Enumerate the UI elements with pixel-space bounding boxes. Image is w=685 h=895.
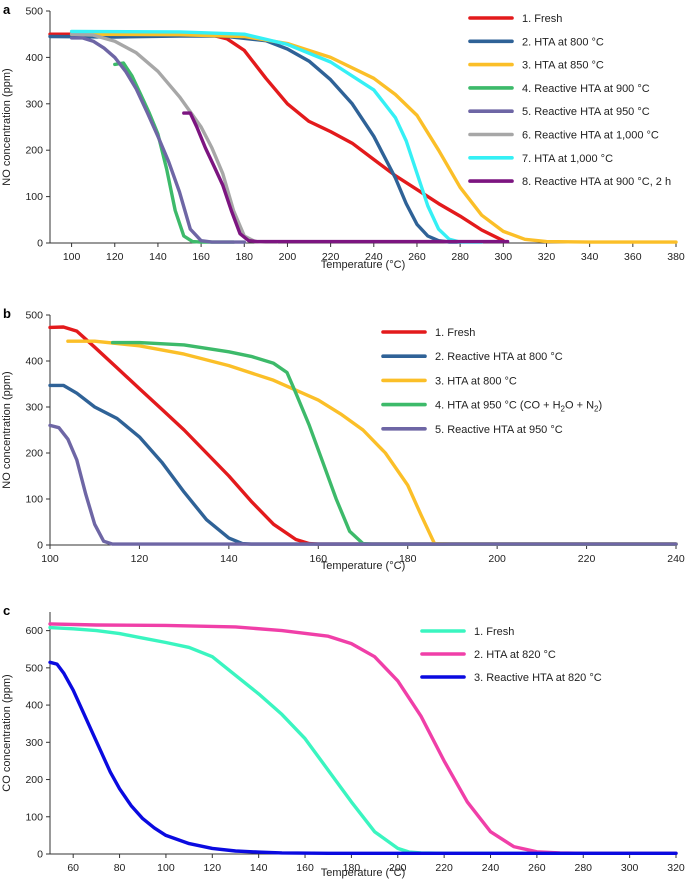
y-tick-label: 100 xyxy=(25,811,43,823)
x-axis-label: Temperature (°C) xyxy=(321,259,405,271)
panel-label: b xyxy=(3,306,11,321)
y-tick-label: 300 xyxy=(25,98,43,110)
x-tick-label: 260 xyxy=(528,862,546,874)
y-tick-label: 600 xyxy=(25,625,43,637)
x-axis-label: Temperature (°C) xyxy=(321,560,405,572)
x-tick-label: 280 xyxy=(574,862,592,874)
legend-label-5: 5. Reactive HTA at 950 °C xyxy=(522,106,650,118)
x-tick-label: 220 xyxy=(578,553,596,565)
x-tick-label: 220 xyxy=(435,862,453,874)
y-tick-label: 0 xyxy=(37,238,43,250)
x-tick-label: 200 xyxy=(488,553,506,565)
x-tick-label: 200 xyxy=(389,862,407,874)
legend-label-5: 5. Reactive HTA at 950 °C xyxy=(435,424,563,436)
x-tick-label: 260 xyxy=(408,251,426,263)
x-tick-label: 240 xyxy=(482,862,500,874)
legend-label-6: 6. Reactive HTA at 1,000 °C xyxy=(522,130,659,142)
x-tick-label: 160 xyxy=(192,251,210,263)
x-tick-label: 240 xyxy=(667,553,685,565)
y-tick-label: 400 xyxy=(25,356,43,368)
legend-label-4: 4. Reactive HTA at 900 °C xyxy=(522,83,650,95)
legend-label-2: 2. HTA at 820 °C xyxy=(474,649,556,661)
series-line-8 xyxy=(182,111,510,244)
legend-label-2: 2. Reactive HTA at 800 °C xyxy=(435,351,563,363)
chart-panel-c: c 0 100 200 300 400 500 600 60 80 100 120 140 160 180 2… xyxy=(1,603,685,879)
x-tick-label: 200 xyxy=(279,251,297,263)
y-tick-label: 500 xyxy=(25,6,43,18)
y-tick-label: 400 xyxy=(25,52,43,64)
x-tick-label: 300 xyxy=(495,251,513,263)
legend-label-3: 3. HTA at 850 °C xyxy=(522,60,604,72)
y-axis-label: CO concentration (ppm) xyxy=(1,674,13,791)
panel-label: c xyxy=(3,603,10,618)
x-tick-label: 120 xyxy=(131,553,149,565)
y-tick-label: 500 xyxy=(25,310,43,322)
x-tick-label: 320 xyxy=(667,862,685,874)
x-tick-label: 100 xyxy=(41,553,59,565)
x-tick-label: 100 xyxy=(63,251,81,263)
x-tick-label: 300 xyxy=(621,862,639,874)
x-tick-label: 240 xyxy=(365,251,383,263)
series-line-1 xyxy=(48,325,678,546)
y-axis-label: NO concentration (ppm) xyxy=(1,371,13,488)
x-tick-label: 140 xyxy=(250,862,268,874)
legend-label-7: 7. HTA at 1,000 °C xyxy=(522,153,613,165)
x-tick-label: 340 xyxy=(581,251,599,263)
y-tick-label: 200 xyxy=(25,774,43,786)
x-tick-label: 140 xyxy=(220,553,238,565)
chart-panel-a: a 0 100 200 300 400 500 100 120 140 160 180 200 220 24… xyxy=(1,2,685,271)
series-line-7 xyxy=(69,29,484,244)
legend-label-4: 4. HTA at 950 °C (CO + H2O + N2) xyxy=(435,400,602,414)
x-tick-label: 320 xyxy=(538,251,556,263)
x-axis-label: Temperature (°C) xyxy=(321,867,405,879)
series-line-3 xyxy=(48,660,678,855)
series-line-5 xyxy=(69,36,246,244)
x-tick-label: 180 xyxy=(236,251,254,263)
legend-label-3: 3. Reactive HTA at 820 °C xyxy=(474,672,602,684)
y-tick-label: 100 xyxy=(25,494,43,506)
y-tick-label: 300 xyxy=(25,402,43,414)
y-tick-label: 200 xyxy=(25,448,43,460)
x-tick-label: 180 xyxy=(399,553,417,565)
y-tick-label: 500 xyxy=(25,662,43,674)
legend-label-1: 1. Fresh xyxy=(522,13,562,25)
y-tick-label: 300 xyxy=(25,737,43,749)
series-line-1 xyxy=(48,625,678,855)
series-line-4 xyxy=(110,340,678,546)
x-tick-label: 120 xyxy=(106,251,124,263)
x-tick-label: 380 xyxy=(667,251,685,263)
y-axis-label: NO concentration (ppm) xyxy=(1,68,13,185)
x-tick-label: 60 xyxy=(67,862,79,874)
y-tick-label: 100 xyxy=(25,191,43,203)
x-tick-label: 220 xyxy=(322,251,340,263)
panel-label: a xyxy=(3,2,11,17)
series-line-5 xyxy=(48,423,678,546)
y-tick-label: 400 xyxy=(25,700,43,712)
y-tick-label: 200 xyxy=(25,145,43,157)
legend-label-2: 2. HTA at 800 °C xyxy=(522,36,604,48)
x-tick-label: 280 xyxy=(451,251,469,263)
x-tick-label: 160 xyxy=(310,553,328,565)
series-line-3 xyxy=(66,339,678,546)
x-tick-label: 160 xyxy=(296,862,314,874)
legend-label-1: 1. Fresh xyxy=(435,327,475,339)
y-tick-label: 0 xyxy=(37,849,43,861)
x-tick-label: 100 xyxy=(157,862,175,874)
x-tick-label: 360 xyxy=(624,251,642,263)
y-tick-label: 0 xyxy=(37,540,43,552)
x-tick-label: 180 xyxy=(343,862,361,874)
legend-label-3: 3. HTA at 800 °C xyxy=(435,375,517,387)
x-tick-label: 80 xyxy=(114,862,126,874)
legend-label-1: 1. Fresh xyxy=(474,626,514,638)
legend-label-8: 8. Reactive HTA at 900 °C, 2 h xyxy=(522,176,671,188)
x-tick-label: 120 xyxy=(204,862,222,874)
x-tick-label: 140 xyxy=(149,251,167,263)
